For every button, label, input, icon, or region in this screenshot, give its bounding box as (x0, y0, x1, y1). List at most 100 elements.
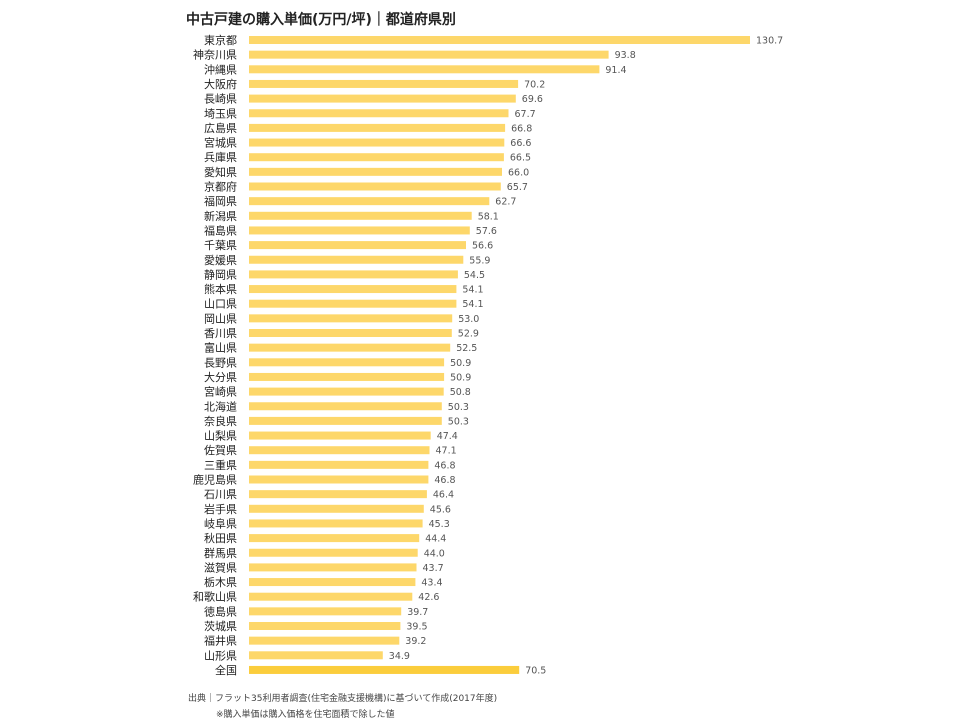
bar (249, 270, 458, 279)
category-label: 滋賀県 (204, 561, 237, 574)
category-label: 広島県 (204, 121, 237, 135)
value-label: 58.1 (478, 211, 499, 222)
bar (249, 651, 383, 660)
value-label: 67.7 (515, 109, 536, 120)
value-label: 50.8 (450, 387, 471, 398)
value-label: 69.6 (522, 94, 543, 105)
value-label: 54.1 (462, 285, 483, 296)
category-label: 三重県 (204, 458, 237, 472)
value-label: 54.5 (464, 270, 485, 281)
category-label: 愛媛県 (204, 253, 237, 267)
bar (249, 431, 431, 440)
bar (249, 314, 453, 323)
value-label: 46.8 (434, 475, 455, 486)
bar (249, 460, 429, 469)
category-label: 和歌山県 (193, 590, 237, 604)
category-label: 山口県 (204, 298, 237, 311)
value-label: 130.7 (756, 36, 783, 47)
bar (249, 50, 609, 59)
value-label: 57.6 (476, 226, 497, 237)
bar (249, 65, 600, 74)
value-label: 47.1 (436, 446, 457, 457)
value-label: 46.4 (433, 490, 454, 501)
value-label: 70.2 (524, 79, 545, 90)
bar (249, 548, 418, 557)
value-label: 62.7 (495, 197, 516, 208)
category-label: 茨城県 (204, 619, 237, 633)
value-label: 50.9 (450, 358, 471, 369)
bar (249, 578, 416, 587)
category-label: 福岡県 (204, 194, 237, 208)
value-label: 91.4 (605, 65, 626, 76)
source-note: 出典｜フラット35利用者調査(住宅金融支援機構)に基づいて作成(2017年度) (188, 694, 498, 704)
category-label: 秋田県 (204, 531, 237, 545)
category-label: 宮崎県 (204, 385, 237, 399)
bar (249, 36, 750, 44)
category-label: 新潟県 (204, 209, 237, 223)
value-label: 39.2 (405, 636, 426, 647)
bar (249, 372, 445, 381)
category-label: 北海道 (204, 399, 237, 413)
value-label: 47.4 (437, 431, 458, 442)
bar (249, 402, 442, 411)
category-label: 鹿児島県 (193, 473, 237, 487)
definition-note: ※購入単価は購入価格を住宅面積で除した値 (216, 710, 395, 720)
category-label: 千葉県 (204, 238, 237, 252)
value-label: 52.5 (456, 343, 477, 354)
category-label: 山形県 (204, 649, 237, 662)
bar (249, 138, 505, 147)
bar (249, 519, 423, 528)
bar (249, 416, 442, 425)
value-label: 56.6 (472, 241, 493, 252)
value-label: 55.9 (469, 255, 490, 266)
value-label: 34.9 (389, 651, 410, 662)
bar (249, 607, 402, 616)
category-label: 山梨県 (204, 429, 237, 443)
category-label: 福島県 (204, 223, 237, 237)
value-label: 45.3 (429, 519, 450, 530)
bar (249, 490, 427, 499)
bar (249, 285, 457, 294)
category-label: 群馬県 (204, 546, 237, 560)
value-label: 50.9 (450, 372, 471, 383)
bar (249, 563, 417, 572)
category-label: 石川県 (204, 488, 237, 501)
value-label: 65.7 (507, 182, 528, 193)
category-label: 埼玉県 (204, 106, 237, 120)
category-label: 宮城県 (204, 136, 237, 150)
category-label: 兵庫県 (204, 150, 237, 164)
category-label: 福井県 (204, 634, 237, 648)
bar (249, 446, 430, 455)
bar (249, 241, 466, 250)
category-label: 岐阜県 (204, 517, 237, 530)
value-label: 53.0 (458, 314, 479, 325)
category-label: 香川県 (204, 327, 237, 340)
bar (249, 79, 519, 88)
bar-total (249, 665, 520, 674)
bar (249, 94, 516, 103)
value-label: 45.6 (430, 504, 451, 515)
bar (249, 534, 420, 543)
category-label: 長野県 (204, 356, 237, 369)
value-label: 93.8 (615, 50, 636, 61)
category-label: 東京都 (204, 33, 237, 47)
bar (249, 226, 470, 235)
bar (249, 197, 490, 206)
bar (249, 211, 472, 220)
bar (249, 504, 424, 513)
value-label: 66.6 (510, 138, 531, 149)
chart-title: 中古戸建の購入単価(万円/坪)｜都道府県別 (186, 12, 456, 28)
category-label: 富山県 (204, 341, 237, 355)
category-label: 神奈川県 (193, 48, 237, 62)
category-label: 奈良県 (204, 414, 237, 428)
category-label: 岡山県 (204, 312, 237, 325)
bar (249, 622, 401, 630)
category-label: 栃木県 (204, 575, 237, 589)
value-label: 50.3 (448, 402, 469, 413)
value-label: 52.9 (458, 329, 479, 340)
bar (249, 255, 464, 264)
bar (249, 109, 509, 118)
bar (249, 343, 451, 352)
value-label: 39.7 (407, 607, 428, 618)
category-label: 大阪府 (204, 77, 237, 91)
